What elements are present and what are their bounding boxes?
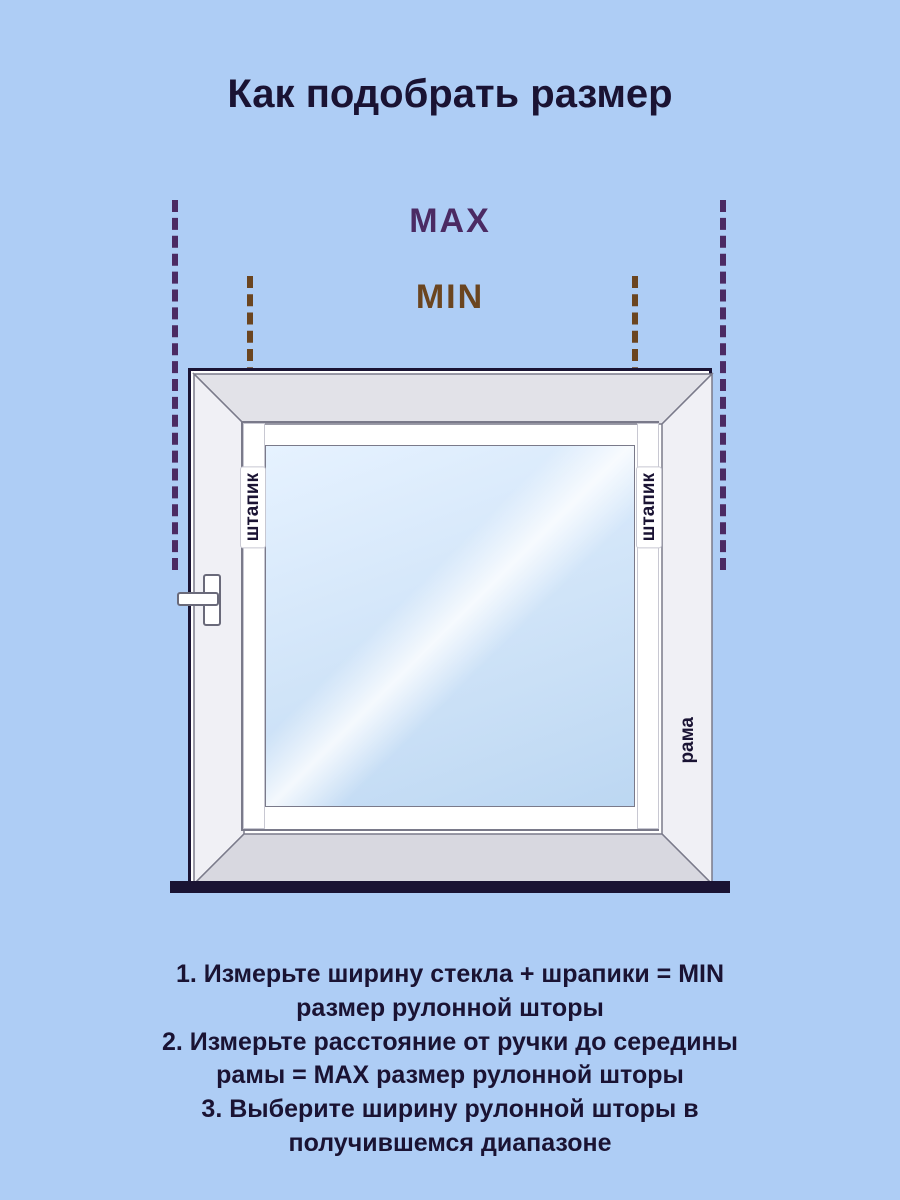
window-sill <box>170 881 730 893</box>
instruction-line: 3. Выберите ширину рулонной шторы в <box>0 1093 900 1127</box>
max-guide-left <box>172 200 178 570</box>
inner-frame-border <box>241 421 659 831</box>
window-frame: штапик штапик рама <box>188 368 712 884</box>
handle-lever <box>177 592 219 606</box>
min-label: MIN <box>0 278 900 317</box>
instructions: 1. Измерьте ширину стекла + шрапики = MI… <box>0 958 900 1161</box>
max-label: MAX <box>0 202 900 241</box>
instruction-line: рамы = MAX размер рулонной шторы <box>0 1059 900 1093</box>
instruction-line: 2. Измерьте расстояние от ручки до серед… <box>0 1026 900 1060</box>
shtapik-label-right: штапик <box>636 466 662 548</box>
instruction-line: 1. Измерьте ширину стекла + шрапики = MI… <box>0 958 900 992</box>
shtapik-label-left: штапик <box>240 466 266 548</box>
window-handle <box>183 574 233 644</box>
max-guide-right <box>720 200 726 570</box>
instruction-line: получившемся диапазоне <box>0 1127 900 1161</box>
frame-label: рама <box>677 717 699 764</box>
instruction-line: размер рулонной шторы <box>0 992 900 1026</box>
